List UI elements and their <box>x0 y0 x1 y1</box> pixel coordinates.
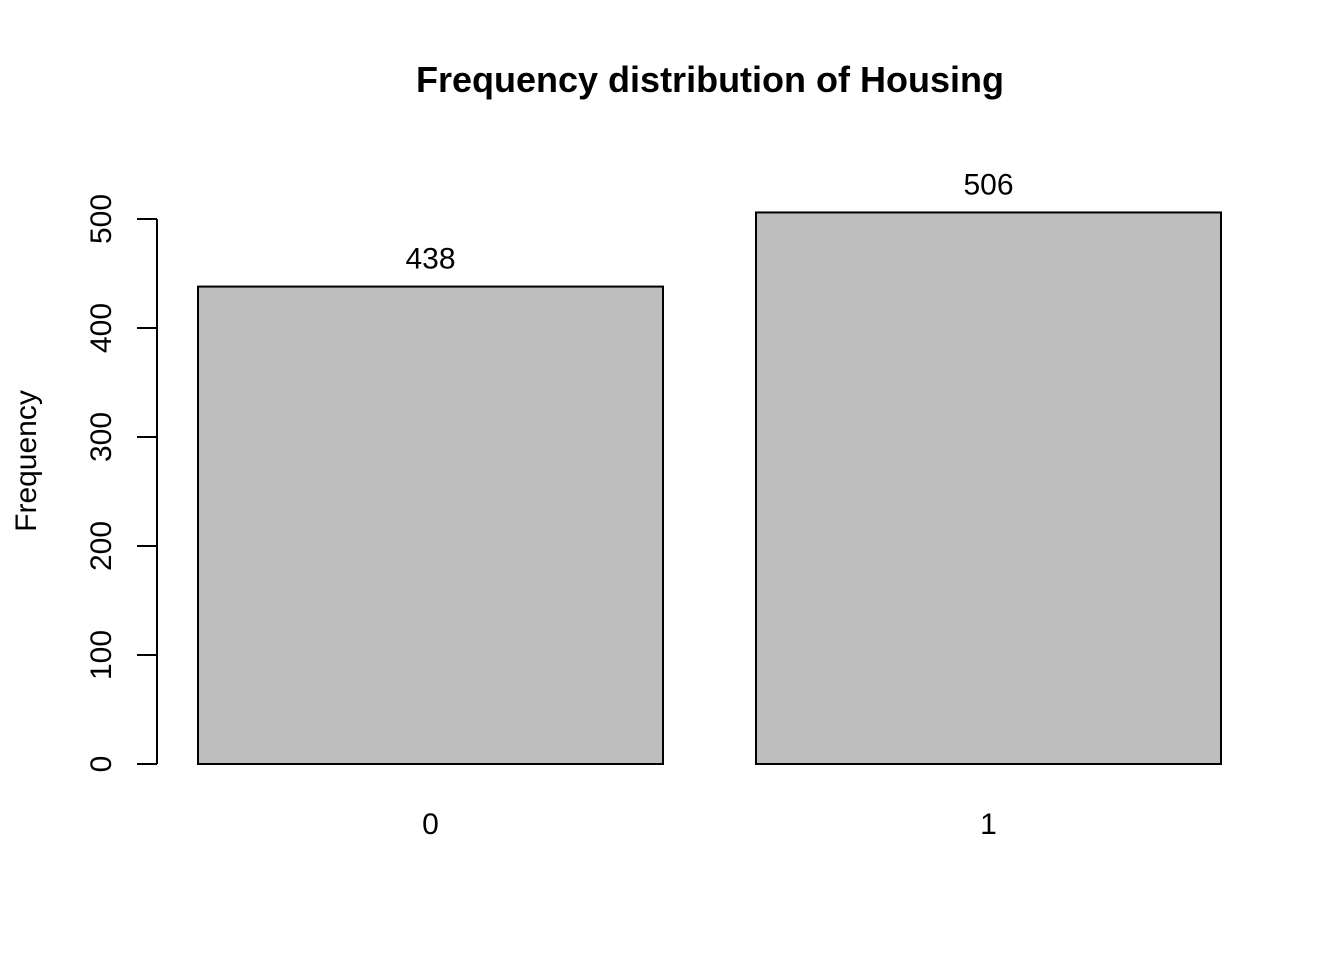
bars-group <box>197 211 1222 765</box>
y-axis-label: Frequency <box>10 390 43 532</box>
bar-0 <box>197 285 664 765</box>
y-tick-label-0: 0 <box>85 756 118 773</box>
bar-labels-group: 438 506 <box>405 168 1013 275</box>
y-tick-label-100: 100 <box>85 630 118 680</box>
y-axis: 0 100 200 300 400 500 <box>85 194 158 773</box>
y-tick-label-500: 500 <box>85 194 118 244</box>
y-tick-label-200: 200 <box>85 521 118 571</box>
x-tick-label-0: 0 <box>422 808 439 841</box>
bar-value-label-0: 438 <box>405 243 455 276</box>
bar-value-label-1: 506 <box>963 168 1013 201</box>
bar-1 <box>755 211 1222 765</box>
y-tick-label-400: 400 <box>85 303 118 353</box>
chart-title: Frequency distribution of Housing <box>416 59 1004 100</box>
x-tick-label-1: 1 <box>980 808 997 841</box>
y-tick-label-300: 300 <box>85 412 118 462</box>
